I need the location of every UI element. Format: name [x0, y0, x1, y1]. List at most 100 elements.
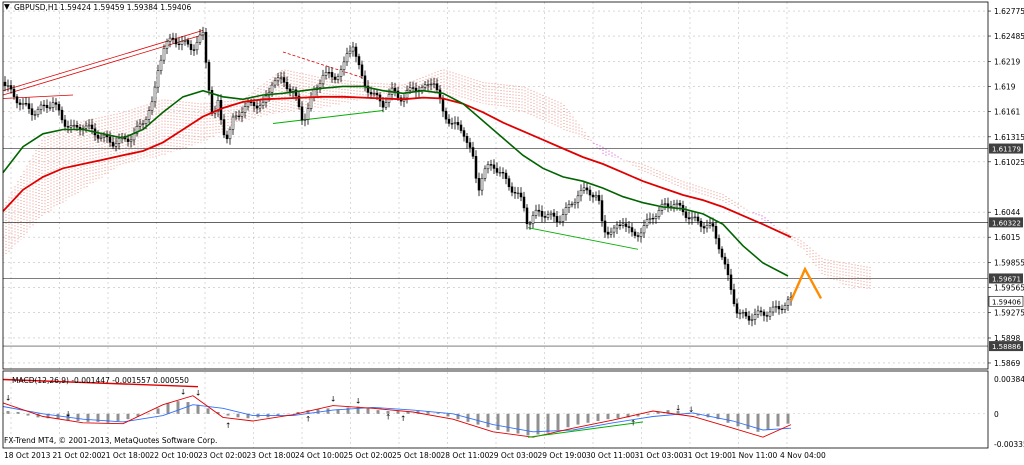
macd-down-arrow: ↓: [180, 388, 186, 397]
candle-body: [672, 204, 676, 208]
time-tick-label: 1 Nov 11:00: [732, 451, 778, 460]
candle-body: [156, 70, 160, 88]
candle-body: [384, 102, 388, 108]
candle-body: [153, 86, 157, 103]
macd-bar: [676, 411, 680, 414]
candle-body: [429, 83, 433, 86]
candle-body: [231, 116, 235, 130]
candle-body: [150, 101, 154, 111]
candle-body: [327, 72, 331, 74]
candle-body: [561, 214, 565, 222]
candle-body: [552, 212, 556, 217]
symbol-dropdown-icon[interactable]: ▼: [4, 2, 10, 11]
candle-body: [288, 88, 292, 92]
candle-body: [432, 83, 436, 85]
candle-body: [300, 106, 304, 121]
macd-bar: [756, 413, 760, 432]
macd-bar: [606, 413, 610, 420]
candle-body: [6, 85, 10, 87]
candle-body: [366, 85, 370, 93]
macd-bar: [196, 404, 200, 414]
candle-body: [411, 87, 415, 89]
candle-body: [564, 207, 568, 215]
candle-body: [534, 209, 538, 216]
candle-body: [351, 46, 355, 52]
candle-body: [717, 238, 721, 250]
candle-body: [294, 89, 298, 97]
macd-bar: [86, 413, 90, 422]
candle-body: [738, 312, 742, 315]
macd-bar: [296, 411, 300, 414]
candle-body: [441, 97, 445, 112]
divergence-line: [527, 227, 639, 250]
macd-down-arrow: ↓: [65, 409, 71, 418]
chart-frame: [2, 1, 989, 449]
candle-body: [12, 88, 16, 97]
candle-body: [666, 203, 670, 207]
time-tick-label: 23 Oct 18:00: [247, 451, 296, 460]
macd-bar: [736, 413, 740, 427]
candle-body: [510, 186, 514, 193]
candle-body: [261, 101, 265, 106]
macd-bar: [656, 411, 660, 414]
candle-body: [786, 299, 790, 306]
candle-body: [18, 102, 22, 105]
candle-body: [531, 215, 535, 224]
candle-body: [624, 223, 628, 227]
candle-body: [339, 69, 343, 77]
macd-bar: [766, 413, 770, 430]
macd-down-arrow: ↓: [330, 395, 336, 404]
candle-body: [696, 216, 700, 222]
copyright-text: FX-Trend MT4, © 2001-2013, MetaQuotes So…: [4, 436, 217, 445]
candle-body: [480, 178, 484, 191]
price-tick-label: 1.5869: [994, 359, 1020, 368]
macd-main-line: [2, 395, 792, 438]
macd-bar: [456, 413, 460, 420]
candle-body: [648, 217, 652, 220]
candle-body: [3, 81, 7, 86]
candle-body: [693, 216, 697, 219]
candle-body: [168, 37, 172, 42]
candle-body: [186, 40, 190, 45]
candle-body: [615, 224, 619, 229]
candles: [3, 26, 793, 327]
candle-body: [546, 214, 550, 218]
candle-body: [273, 80, 277, 86]
candle-body: [762, 311, 766, 316]
macd-down-arrow: ↓: [5, 394, 11, 403]
macd-bar: [426, 411, 430, 414]
macd-bar: [786, 413, 790, 424]
price-tick-label: 1.61315: [994, 133, 1024, 142]
time-tick-label: 29 Oct 19:00: [538, 451, 587, 460]
forecast-path: [789, 266, 823, 302]
price-level-tag: [989, 341, 1023, 352]
time-tick-label: 21 Oct 18:00: [101, 451, 150, 460]
time-tick-label: 28 Oct 11:00: [441, 451, 490, 460]
macd-bar: [126, 413, 130, 420]
candle-body: [381, 100, 385, 108]
macd-bar: [286, 413, 290, 415]
candle-body: [360, 64, 364, 77]
macd-trend-line: [2, 378, 199, 388]
macd-panel-frame: [2, 370, 989, 449]
candle-body: [63, 119, 67, 127]
candle-body: [747, 315, 751, 321]
price-tick-label: 1.6161: [994, 107, 1020, 116]
macd-bar: [106, 413, 110, 423]
candle-body: [444, 110, 448, 120]
candle-body: [111, 142, 115, 147]
candle-body: [459, 124, 463, 131]
macd-bar: [566, 413, 570, 428]
macd-bar: [46, 413, 50, 419]
candle-body: [237, 115, 241, 118]
price-tick-label: 1.62485: [994, 32, 1024, 41]
candle-body: [606, 231, 610, 235]
candle-body: [30, 108, 34, 116]
time-tick-label: 23 Oct 02:00: [198, 451, 247, 460]
candle-body: [195, 41, 199, 51]
candle-body: [180, 41, 184, 45]
candle-body: [651, 217, 655, 220]
candle-body: [573, 202, 577, 205]
candle-body: [687, 217, 691, 220]
